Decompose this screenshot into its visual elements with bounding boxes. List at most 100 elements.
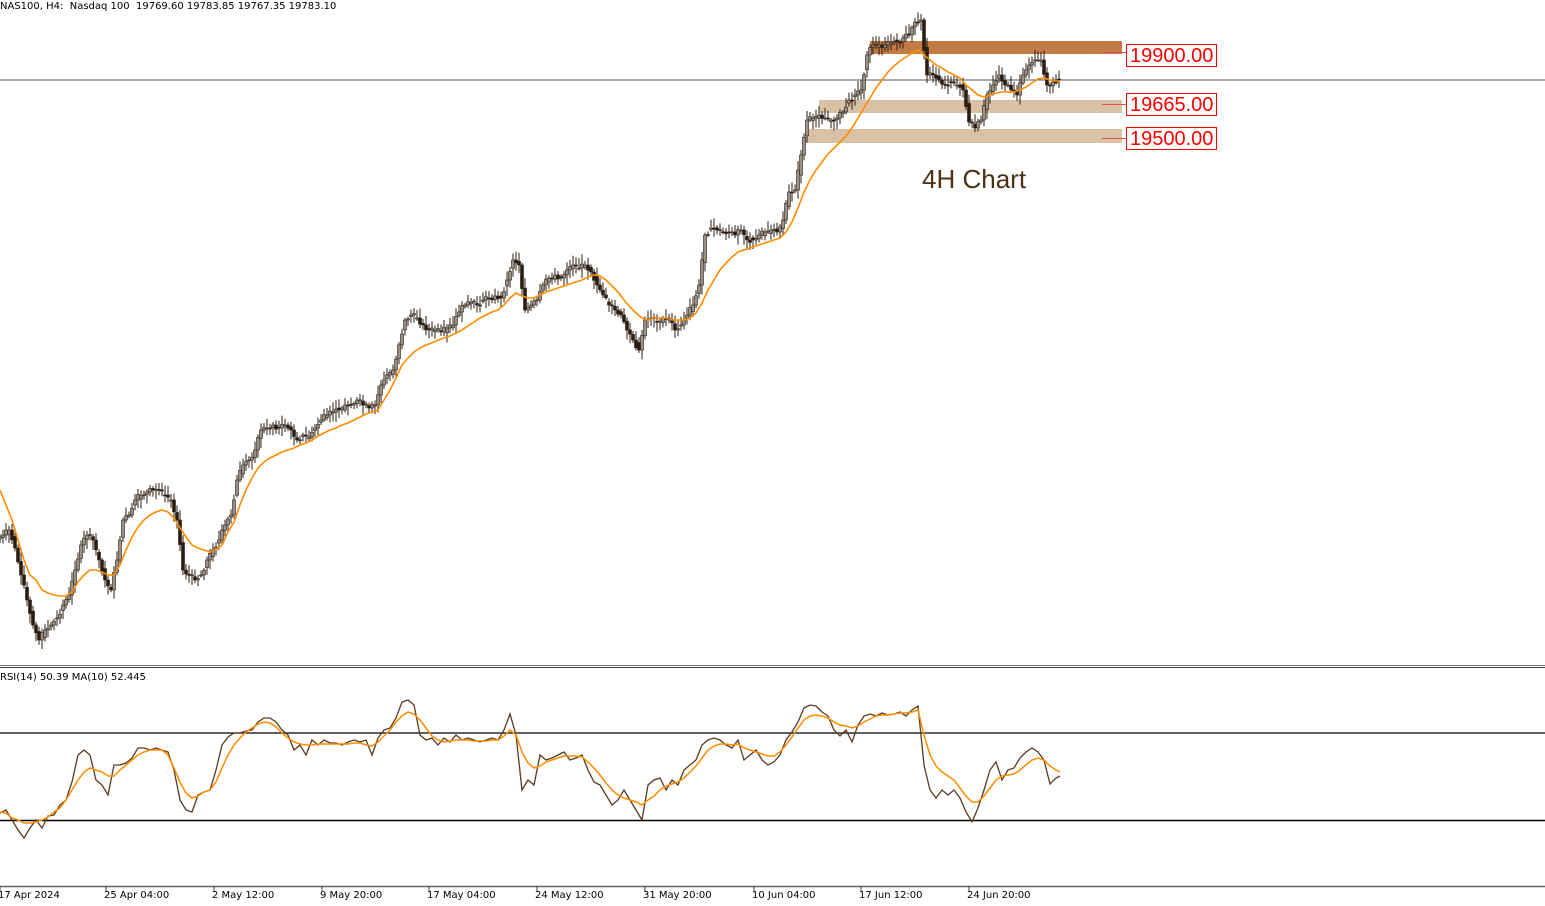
candle [703,232,707,272]
candle [622,308,626,324]
candle [199,570,203,578]
chart-caption: 4H Chart [922,164,1027,194]
candle [1003,74,1007,92]
candle [745,230,749,250]
candle [784,200,788,225]
level-tag-19900[interactable]: 19900.00 [1126,44,1218,67]
candle [757,228,761,243]
candle [709,219,713,232]
candle [655,314,659,332]
candle [361,394,365,415]
time-axis-ticks [0,886,970,891]
candle [427,323,431,339]
candle [739,224,743,235]
candle [289,421,293,440]
candle [307,430,311,442]
candle [196,574,200,587]
candle [925,37,929,84]
candle [901,34,905,49]
candle [514,251,518,271]
candle [412,308,416,323]
candle [868,44,872,64]
candle [85,530,89,550]
candle [592,269,596,290]
candle [913,17,917,36]
candle [82,530,86,553]
candle [781,211,785,236]
candle [313,424,317,437]
time-tick-label: 24 May 12:00 [535,890,604,901]
candle [1024,63,1028,79]
candle [658,317,662,331]
candle [460,301,464,322]
candle [436,323,440,333]
candle [469,297,473,310]
candle [184,563,188,580]
candle [526,302,530,314]
candle [589,264,593,276]
candle [106,576,110,595]
candle [58,608,62,624]
time-tick-label: 2 May 12:00 [212,890,275,901]
zone-19900[interactable] [870,41,1122,54]
candle [37,626,41,645]
candle [811,113,815,130]
candle [499,291,503,308]
candle [112,566,116,599]
zone-19500[interactable] [805,129,1122,143]
candle [625,317,629,340]
candle [1006,81,1010,88]
candle [415,309,419,321]
candle [481,292,485,304]
candle [490,294,494,304]
candle [979,115,983,125]
candle [829,117,833,129]
candle [466,294,470,308]
candle [91,533,95,550]
candle [133,494,137,511]
candle [475,295,479,313]
candle [544,274,548,292]
candle [1012,81,1016,98]
candle [790,182,794,202]
candle [628,322,632,344]
candle [22,565,26,589]
rsi-line [0,699,1061,840]
candle [541,282,545,294]
level-tag-leaders [1102,52,1126,139]
level-tag-19665[interactable]: 19665.00 [1126,93,1218,116]
candle [187,565,191,583]
candle [922,17,926,60]
candle [241,458,245,479]
candle [1000,67,1004,90]
candle [517,252,521,273]
candle [160,482,164,497]
candle [286,422,290,432]
candle [748,232,752,250]
candle [727,224,731,239]
candle [331,402,335,422]
candle [1015,84,1019,102]
candle [670,312,674,331]
candle [793,184,797,194]
candle [946,75,950,95]
candle [532,297,536,309]
candle [598,277,602,293]
candle [787,184,791,210]
candle [838,109,842,125]
level-tag-19500[interactable]: 19500.00 [1126,127,1218,150]
candle [253,441,257,463]
candle [484,290,488,309]
candle [292,424,296,446]
candle [844,98,848,115]
candle [583,260,587,270]
candle [406,316,410,326]
candle [28,596,32,624]
candle [1027,57,1031,79]
candle [151,486,155,497]
candle [547,275,551,289]
candle [778,224,782,240]
candle [4,523,8,541]
time-tick-label: 24 Jun 20:00 [967,890,1031,901]
